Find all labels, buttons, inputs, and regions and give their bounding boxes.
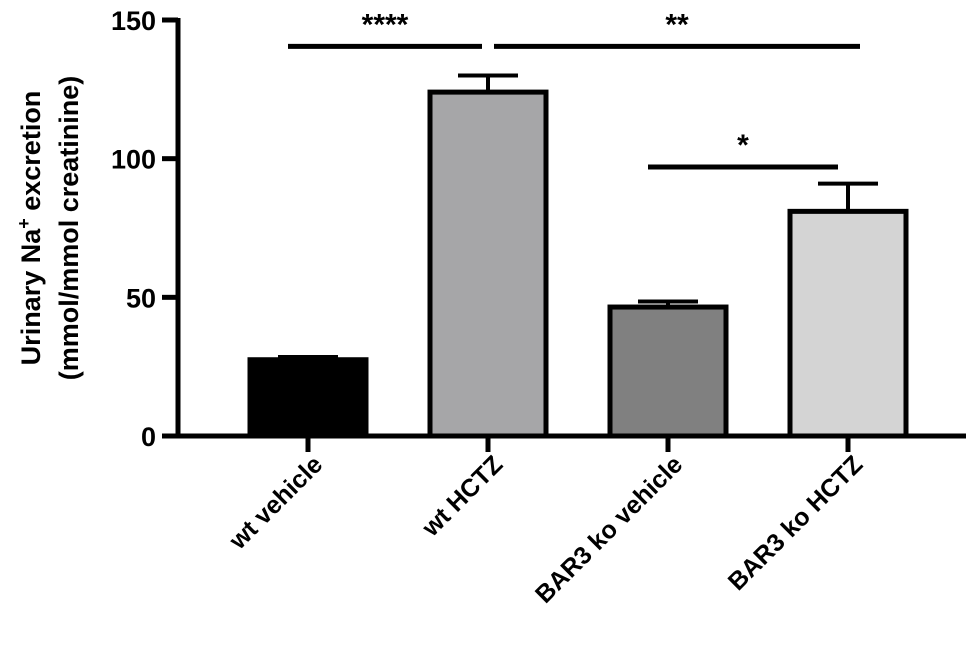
plot-area: 0 50 100 150 wt vehicle wt HCTZ BAR3 ko vehicl… bbox=[111, 6, 966, 609]
y-axis-title-line2: (mmol/mmol creatinine) bbox=[54, 76, 84, 381]
bar-0 bbox=[247, 357, 369, 439]
y-tick-label-0: 0 bbox=[141, 422, 156, 452]
x-category-label-3: BAR3 ko HCTZ bbox=[723, 450, 869, 596]
y-axis-title: Urinary Na+ excretion (mmol/mmol creatin… bbox=[14, 76, 84, 381]
bar-2 bbox=[607, 304, 729, 439]
y-tick-label-1: 50 bbox=[126, 283, 156, 313]
bar-3 bbox=[787, 208, 909, 439]
significance-label-0: **** bbox=[362, 8, 409, 41]
y-tick-label-2: 100 bbox=[111, 145, 156, 175]
x-category-label-1: wt HCTZ bbox=[416, 450, 508, 542]
x-category-label-0: wt vehicle bbox=[223, 450, 328, 555]
y-axis-title-line1: Urinary Na+ excretion bbox=[14, 91, 46, 366]
significance-label-1: ** bbox=[665, 8, 689, 41]
bar-1 bbox=[427, 89, 549, 439]
y-tick-label-3: 150 bbox=[111, 6, 156, 36]
significance-label-2: * bbox=[737, 129, 749, 162]
x-category-label-2: BAR3 ko vehicle bbox=[530, 450, 688, 608]
